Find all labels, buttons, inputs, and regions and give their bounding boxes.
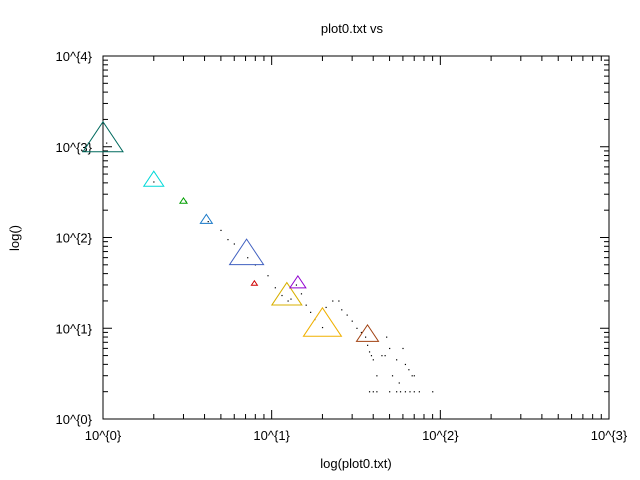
data-point <box>368 351 371 353</box>
triangle-marker <box>178 196 189 204</box>
data-point <box>295 284 298 286</box>
data-point <box>386 336 388 338</box>
triangle-marker <box>142 170 165 187</box>
x-axis-label: log(plot0.txt) <box>320 456 392 471</box>
chart-title: plot0.txt vs <box>321 21 384 36</box>
triangle-marker <box>288 274 307 289</box>
data-point <box>332 300 334 302</box>
data-point <box>281 294 283 297</box>
data-point <box>413 375 415 377</box>
y-axis-ticks: 10^{0} 10^{1} 10^{2} 10^{3} 10^{4} <box>56 49 609 427</box>
data-point <box>389 347 391 350</box>
data-point <box>247 257 249 259</box>
triangle-marker <box>270 281 303 306</box>
data-point <box>384 355 386 357</box>
triangle-marker <box>82 120 124 153</box>
data-point <box>325 306 327 309</box>
y-tick-label: 10^{4} <box>56 49 93 64</box>
data-point <box>399 391 402 393</box>
data-point <box>360 331 363 334</box>
y-tick-label: 10^{0} <box>56 412 93 427</box>
y-tick-label: 10^{1} <box>56 321 93 336</box>
data-point <box>227 239 229 241</box>
y-tick-label: 10^{3} <box>56 140 93 155</box>
data-point <box>305 304 307 306</box>
y-tick-label: 10^{2} <box>56 231 93 246</box>
data-point <box>338 300 340 302</box>
data-point <box>233 243 235 245</box>
data-point <box>409 391 411 393</box>
data-point <box>364 336 367 338</box>
triangle-marker <box>355 323 380 342</box>
x-axis-ticks: 10^{0} 10^{1} 10^{2} 10^{3} <box>85 56 628 443</box>
data-point <box>408 369 410 371</box>
data-point <box>413 391 415 393</box>
data-point <box>274 287 276 289</box>
data-point <box>372 359 374 361</box>
triangle-marker <box>302 306 343 337</box>
data-point <box>432 391 434 393</box>
data-point <box>402 347 404 350</box>
data-point <box>287 300 289 302</box>
data-point <box>376 375 378 377</box>
triangle-marker <box>199 213 214 224</box>
data-point <box>404 363 407 366</box>
triangle-markers <box>82 120 380 342</box>
data-point <box>310 311 312 313</box>
data-point <box>376 391 378 393</box>
data-point <box>396 359 398 361</box>
plot-frame <box>102 55 610 420</box>
data-point <box>106 142 108 144</box>
triangle-marker <box>228 238 265 266</box>
data-point <box>372 391 374 393</box>
data-point <box>341 309 343 311</box>
triangle-marker <box>250 279 259 286</box>
x-tick-label: 10^{2} <box>422 428 459 443</box>
data-point <box>321 326 324 329</box>
data-point <box>267 275 269 277</box>
data-point <box>391 375 394 377</box>
data-point <box>346 314 348 316</box>
x-tick-label: 10^{3} <box>591 428 628 443</box>
data-point <box>300 293 303 295</box>
y-axis-label: log() <box>7 225 22 251</box>
data-point <box>367 344 369 346</box>
data-points <box>106 142 434 393</box>
data-point <box>351 320 353 322</box>
data-point <box>381 355 383 357</box>
data-point <box>396 391 398 393</box>
x-tick-label: 10^{1} <box>253 428 290 443</box>
data-point <box>370 355 373 357</box>
data-point <box>290 298 292 300</box>
data-point <box>398 382 400 384</box>
data-point <box>418 391 420 393</box>
data-point <box>404 391 407 393</box>
data-point <box>368 391 371 393</box>
data-point <box>356 327 358 329</box>
data-point <box>153 181 155 183</box>
data-point <box>411 375 413 377</box>
x-tick-label: 10^{0} <box>85 428 122 443</box>
data-point <box>220 229 222 232</box>
data-point <box>389 391 391 393</box>
data-point <box>207 221 209 223</box>
